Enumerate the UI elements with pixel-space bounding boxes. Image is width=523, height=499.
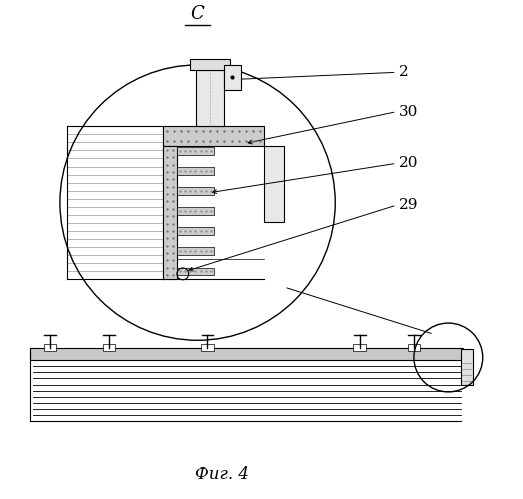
Text: 30: 30: [399, 105, 418, 119]
FancyBboxPatch shape: [177, 167, 214, 175]
Text: Фиг. 4: Фиг. 4: [195, 466, 249, 483]
Text: C: C: [191, 5, 204, 23]
FancyBboxPatch shape: [407, 344, 420, 351]
FancyBboxPatch shape: [177, 267, 214, 275]
FancyBboxPatch shape: [30, 348, 463, 360]
FancyBboxPatch shape: [177, 187, 214, 195]
FancyBboxPatch shape: [177, 228, 214, 235]
FancyBboxPatch shape: [177, 147, 214, 155]
FancyBboxPatch shape: [264, 146, 283, 222]
FancyBboxPatch shape: [44, 344, 56, 351]
FancyBboxPatch shape: [190, 59, 230, 70]
FancyBboxPatch shape: [196, 70, 224, 126]
FancyBboxPatch shape: [461, 349, 473, 385]
Text: 20: 20: [399, 156, 419, 170]
Text: 29: 29: [399, 198, 419, 212]
FancyBboxPatch shape: [201, 344, 214, 351]
Text: 2: 2: [399, 65, 409, 79]
FancyBboxPatch shape: [177, 248, 214, 255]
FancyBboxPatch shape: [163, 146, 177, 279]
FancyBboxPatch shape: [163, 126, 264, 146]
FancyBboxPatch shape: [354, 344, 366, 351]
FancyBboxPatch shape: [177, 207, 214, 215]
FancyBboxPatch shape: [103, 344, 116, 351]
FancyBboxPatch shape: [224, 65, 241, 89]
